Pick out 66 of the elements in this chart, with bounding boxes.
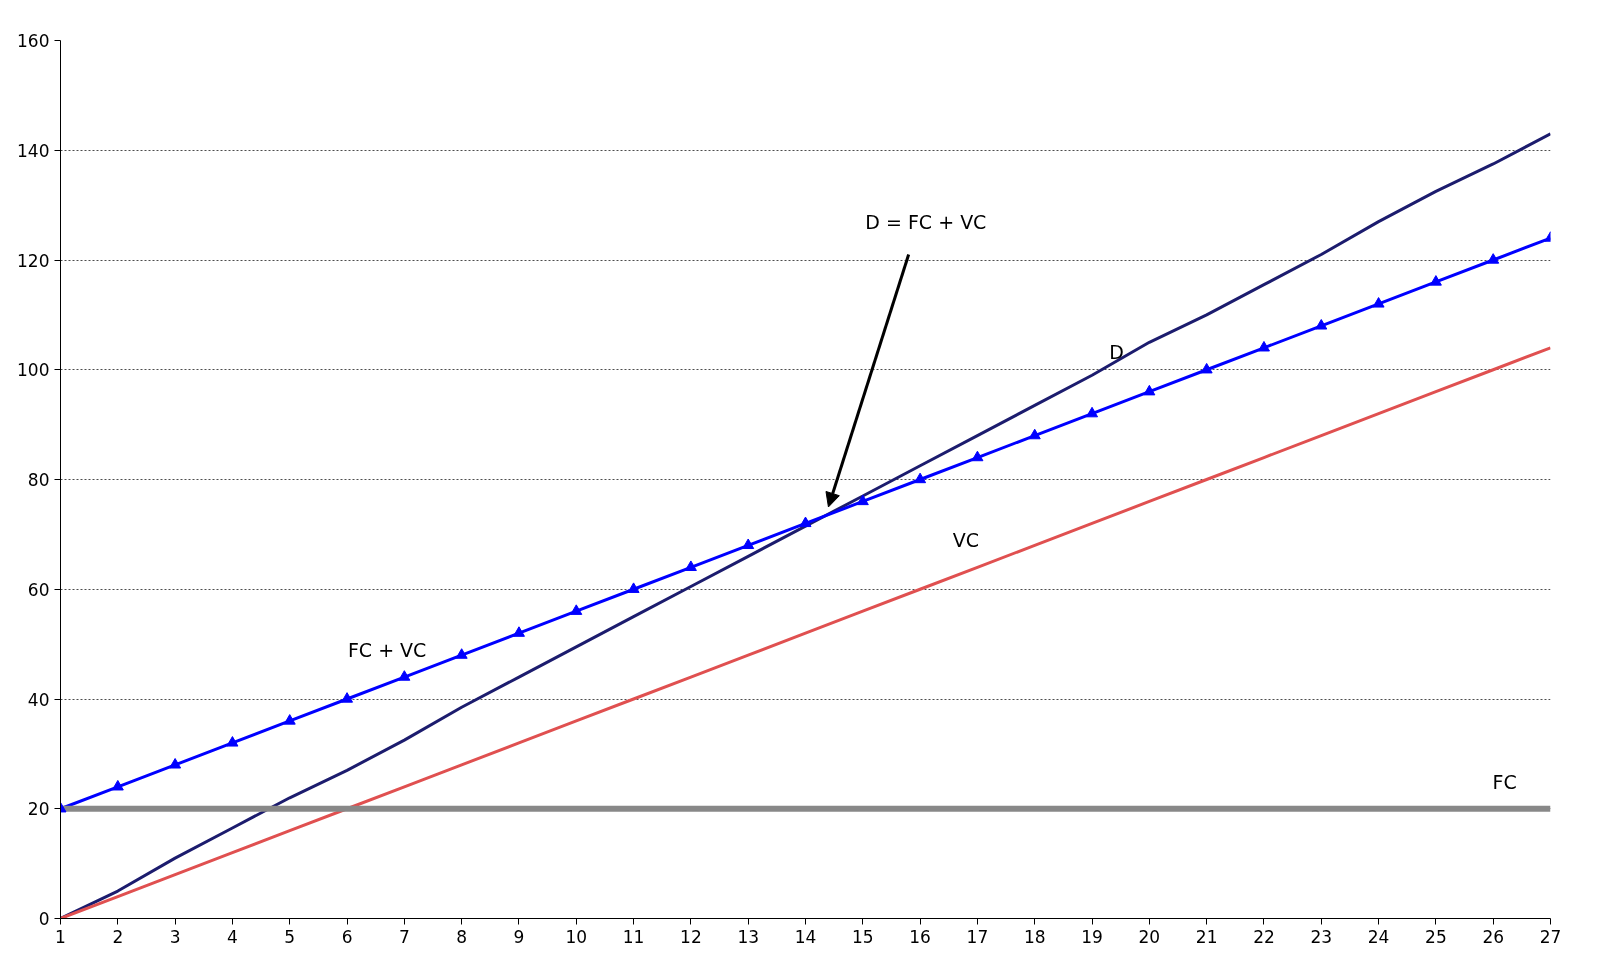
x-tick-label: 23 [1310,926,1333,947]
x-tick-label: 13 [737,926,760,947]
series-label: FC [1492,770,1517,793]
point [1429,275,1442,286]
x-tick-label: 20 [1138,926,1161,947]
point [1315,319,1328,330]
point [570,604,583,615]
x-tick-label: 6 [341,926,353,947]
point [283,714,296,725]
x-tick-label: 7 [398,926,410,947]
series-label: D [1109,341,1124,364]
point [169,758,182,769]
point [398,670,411,681]
x-tick-label: 9 [513,926,525,947]
point [1086,406,1099,418]
x-tick-label: 16 [909,926,931,947]
y-tick-label: 60 [27,579,50,600]
y-tick-label: 0 [38,909,50,929]
x-tick-label: 19 [1081,926,1103,947]
x-tick-label: 8 [456,926,468,947]
point [1028,428,1041,440]
y-tick-label: 140 [17,140,50,161]
point [1143,384,1156,396]
x-tick-label: 15 [851,926,874,947]
point [512,626,525,637]
x-tick-label: 10 [565,926,588,947]
x-tick-label: 18 [1023,926,1046,947]
point [1372,297,1385,308]
x-tick-label: 21 [1195,926,1218,947]
x-tick-label: 2 [112,926,124,947]
y-tick-label: 120 [17,250,50,271]
x-tick-label: 12 [680,926,702,947]
x-tick-label: 1 [55,926,66,947]
y-tick-label: 80 [27,470,50,490]
annotation: D = FC + VC [865,210,987,233]
x-tick-label: 24 [1367,926,1390,947]
x-tick-label: 3 [169,926,181,947]
point [627,582,640,593]
x-tick-label: 11 [622,926,645,947]
x-tick-label: 14 [794,926,817,947]
x-tick-label: 4 [227,926,238,947]
point [226,736,239,747]
x-tick-label: 17 [966,926,989,947]
x-tick-label: 5 [284,926,296,947]
x-tick-label: 26 [1482,926,1505,947]
point [971,450,984,462]
point [455,648,468,659]
y-tick-label: 20 [27,799,50,820]
point [341,692,354,703]
y-tick-label: 40 [27,689,50,710]
point [742,538,755,550]
point [1200,362,1213,374]
point [799,516,812,528]
y-tick-label: 160 [17,31,50,51]
point [856,494,869,506]
point [684,560,697,571]
x-tick-label: 22 [1253,926,1275,947]
series-label: VC [952,529,980,552]
point [1487,253,1500,264]
point [1257,340,1270,352]
x-tick-label: 25 [1425,926,1447,947]
y-tick-label: 100 [17,360,50,381]
series-label: FC + VC [347,639,427,662]
x-tick-label: 27 [1539,926,1562,947]
point [111,779,124,791]
point [914,472,927,484]
